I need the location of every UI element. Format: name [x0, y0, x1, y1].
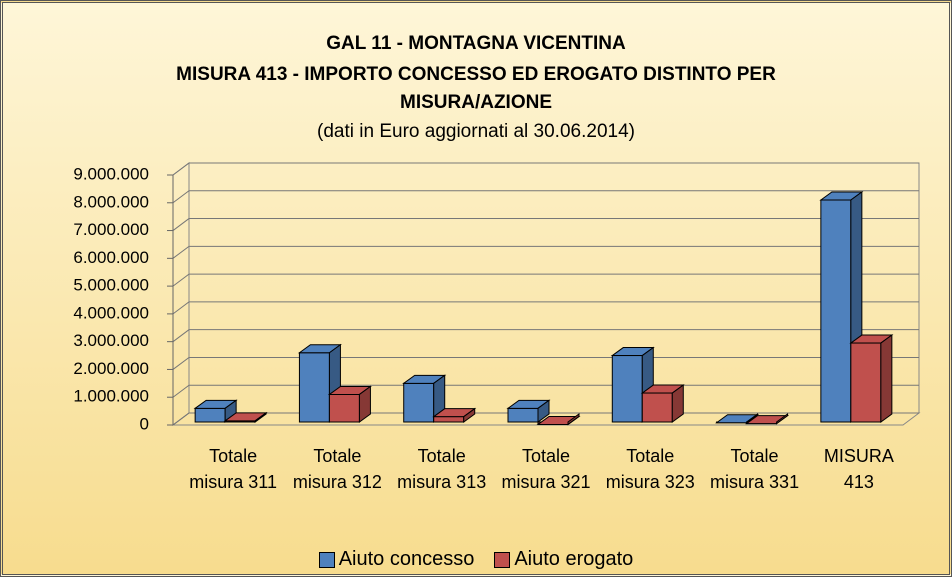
- x-tick-label: Totale misura 331: [710, 446, 800, 492]
- back-wall: [188, 162, 920, 414]
- chart-subtitle: MISURA 413 - IMPORTO CONCESSO ED EROGATO…: [176, 64, 776, 113]
- bar: [536, 413, 581, 426]
- y-tick-label: 1.000.000: [73, 387, 149, 406]
- bar-front: [194, 407, 226, 423]
- legend: Aiuto concesso Aiuto erogato: [3, 548, 949, 571]
- y-tick-label: 6.000.000: [73, 248, 149, 267]
- bar: [193, 399, 238, 423]
- grid-line: [172, 273, 919, 287]
- bar-side: [671, 384, 684, 423]
- y-tick-label: 9.000.000: [73, 164, 149, 183]
- bar-front: [641, 392, 673, 423]
- legend-label: Aiuto erogato: [514, 548, 634, 570]
- bar: [849, 334, 894, 423]
- y-tick-label: 0: [140, 414, 149, 433]
- bar-front: [820, 199, 852, 423]
- x-tick-label: Totale misura 313: [397, 446, 487, 492]
- bar-front: [850, 342, 882, 423]
- y-tick-label: 5.000.000: [73, 276, 149, 295]
- bar-front: [403, 382, 435, 423]
- bar-side: [880, 334, 893, 423]
- chart-title: GAL 11 - MONTAGNA VICENTINA: [326, 33, 626, 54]
- y-tick-label: 3.000.000: [73, 331, 149, 350]
- grid-line: [172, 162, 919, 176]
- y-tick-label: 8.000.000: [73, 192, 149, 211]
- bar-side: [567, 413, 580, 426]
- grid-line: [172, 301, 919, 315]
- bar: [432, 407, 477, 423]
- bar-side: [358, 385, 371, 423]
- bar: [745, 413, 790, 425]
- x-tick-label: Totale misura 311: [189, 446, 277, 492]
- bar-front: [611, 355, 643, 423]
- bar-front: [433, 416, 465, 423]
- bar: [506, 399, 551, 423]
- plot: 0 1.000.000 2.000.000 3.000.000 4.000.000 5.0…: [73, 162, 921, 433]
- x-tick-label: Totale misura 321: [501, 446, 591, 492]
- grid-line: [172, 329, 919, 343]
- bar-side: [776, 413, 789, 425]
- grid-line: [172, 356, 919, 370]
- x-tick-label: Totale misura 312: [292, 446, 382, 492]
- x-tick-label: MISURA 413: [823, 446, 894, 492]
- side-wall: [172, 162, 190, 426]
- bar: [715, 413, 760, 424]
- bar-side: [537, 399, 550, 423]
- legend-item: Aiuto concesso: [318, 548, 475, 571]
- grid-line: [172, 218, 919, 231]
- bar-front: [298, 352, 330, 423]
- chart-note: (dati in Euro aggiornati al 30.06.2014): [317, 121, 635, 142]
- bar-side: [463, 407, 476, 423]
- legend-label: Aiuto concesso: [338, 548, 475, 570]
- bar-side: [254, 411, 267, 423]
- grid-line: [172, 384, 919, 398]
- y-tick-label: 4.000.000: [73, 303, 149, 322]
- bar: [327, 385, 372, 423]
- bar-front: [507, 407, 539, 423]
- y-tick-label: 7.000.000: [73, 220, 149, 239]
- grid-line: [172, 190, 919, 204]
- x-tick-label: Totale misura 323: [605, 446, 695, 492]
- bar-front: [328, 393, 360, 423]
- y-tick-label: 2.000.000: [73, 359, 149, 378]
- bar: [223, 411, 268, 423]
- bar: [640, 384, 685, 423]
- grid-line: [172, 245, 919, 259]
- legend-swatch: [318, 551, 335, 568]
- legend-item: Aiuto erogato: [494, 548, 633, 571]
- legend-swatch: [494, 551, 511, 568]
